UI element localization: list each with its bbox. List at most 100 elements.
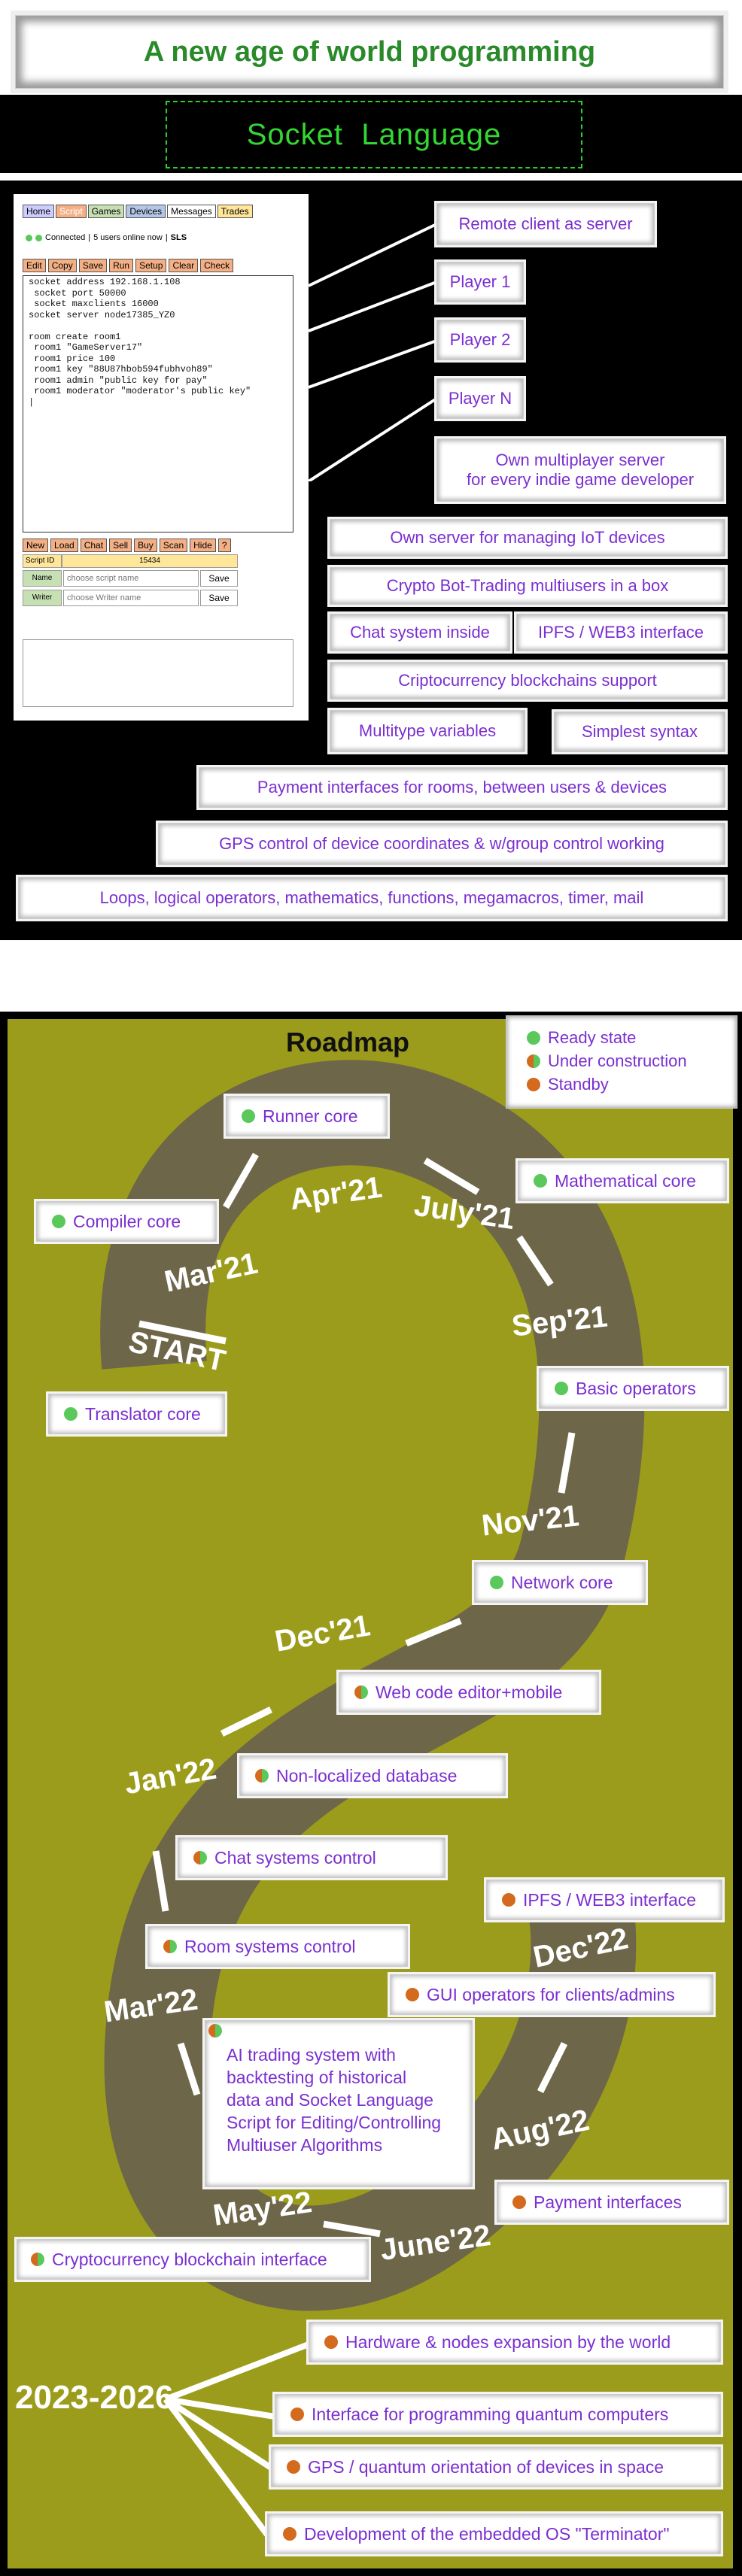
legend-standby: Standby	[527, 1075, 609, 1094]
standby-icon	[502, 1893, 515, 1907]
milestone-compiler-core: Compiler core	[36, 1201, 217, 1242]
feature-chat: Chat system inside	[330, 614, 510, 651]
standby-icon	[287, 2460, 300, 2474]
page-title: A new age of world programming	[143, 35, 596, 68]
chat-button[interactable]: Chat	[80, 539, 108, 552]
save-writer-button[interactable]: Save	[200, 590, 238, 606]
brand-label: SLS	[170, 233, 187, 242]
milestone-mathematical-core: Mathematical core	[518, 1161, 727, 1201]
feature-player-n: Player N	[436, 378, 524, 419]
milestone-gps-quantum: GPS / quantum orientation of devices in …	[271, 2447, 721, 2487]
ready-icon	[555, 1382, 568, 1395]
save-button[interactable]: Save	[78, 259, 108, 272]
connector-lines	[307, 223, 438, 481]
clear-button[interactable]: Clear	[169, 259, 199, 272]
save-name-button[interactable]: Save	[200, 570, 238, 587]
feature-own-server: Own multiplayer server for every indie g…	[436, 438, 724, 502]
under-construction-icon	[527, 1054, 540, 1068]
logo: Socket Language	[166, 101, 582, 168]
load-button[interactable]: Load	[50, 539, 78, 552]
script-code[interactable]: socket address 192.168.1.108 socket port…	[29, 277, 251, 408]
milestone-basic-operators: Basic operators	[539, 1368, 727, 1409]
tab-home[interactable]: Home	[23, 205, 55, 218]
name-row: Name Save	[23, 570, 238, 587]
run-button[interactable]: Run	[109, 259, 134, 272]
milestone-quantum-interface: Interface for programming quantum comput…	[275, 2394, 721, 2435]
tab-script[interactable]: Script	[56, 205, 87, 218]
feature-player-2: Player 2	[436, 320, 524, 360]
ready-icon	[490, 1576, 503, 1589]
tab-messages[interactable]: Messages	[167, 205, 216, 218]
edit-button[interactable]: Edit	[23, 259, 46, 272]
feature-blockchains: Criptocurrency blockchains support	[330, 662, 725, 699]
tab-devices[interactable]: Devices	[126, 205, 166, 218]
copy-button[interactable]: Copy	[47, 259, 77, 272]
scan-button[interactable]: Scan	[159, 539, 188, 552]
milestone-room-control: Room systems control	[147, 1926, 408, 1967]
legend-ready: Ready state	[527, 1028, 636, 1048]
users-online: 5 users online now	[93, 233, 163, 242]
logo-band	[0, 95, 742, 173]
milestone-payment-interfaces: Payment interfaces	[497, 2182, 727, 2223]
ready-icon	[64, 1407, 78, 1421]
writer-label: Writer	[23, 590, 62, 606]
logo-text: Socket Language	[246, 117, 502, 151]
date-2023-2026: 2023-2026	[15, 2379, 174, 2416]
ready-icon	[527, 1031, 540, 1045]
script-name-input[interactable]	[63, 570, 199, 587]
name-label: Name	[23, 570, 62, 587]
standby-icon	[324, 2335, 338, 2349]
help-button[interactable]: ?	[217, 539, 231, 552]
script-id-label: Script ID	[23, 554, 62, 568]
tab-trades[interactable]: Trades	[217, 205, 253, 218]
setup-button[interactable]: Setup	[135, 259, 167, 272]
milestone-ipfs-web3: IPFS / WEB3 interface	[486, 1880, 722, 1920]
under-construction-icon	[208, 2024, 222, 2037]
message-box[interactable]	[23, 639, 293, 707]
sell-button[interactable]: Sell	[109, 539, 132, 552]
under-construction-icon	[255, 1769, 269, 1783]
legend-under-construction: Under construction	[527, 1051, 687, 1071]
milestone-network-core: Network core	[474, 1562, 646, 1603]
buy-button[interactable]: Buy	[134, 539, 157, 552]
status-dot-icon	[35, 234, 42, 241]
standby-icon	[527, 1078, 540, 1091]
feature-gps: GPS control of device coordinates & w/gr…	[158, 823, 725, 865]
milestone-translator-core: Translator core	[48, 1394, 225, 1434]
under-construction-icon	[31, 2253, 44, 2266]
roadmap-legend	[506, 1015, 737, 1109]
milestone-crypto-interface: Cryptocurrency blockchain interface	[17, 2239, 369, 2280]
feature-player-1: Player 1	[436, 262, 524, 302]
feature-remote-client: Remote client as server	[436, 203, 655, 245]
feature-syntax: Simplest syntax	[554, 712, 725, 752]
feature-ipfs: IPFS / WEB3 interface	[516, 614, 725, 651]
standby-icon	[290, 2408, 304, 2421]
milestone-web-code-editor: Web code editor+mobile	[339, 1672, 599, 1713]
milestone-ai-trading: AI trading system with backtesting of hi…	[205, 2020, 473, 2187]
script-id-value: 15434	[62, 554, 238, 568]
milestone-database: Non-localized database	[239, 1755, 506, 1796]
milestone-embedded-os: Development of the embedded OS "Terminat…	[267, 2514, 721, 2554]
writer-name-input[interactable]	[63, 590, 199, 606]
under-construction-icon	[354, 1685, 368, 1699]
ready-icon	[52, 1215, 65, 1228]
new-button[interactable]: New	[23, 539, 49, 552]
script-editor[interactable]	[23, 275, 293, 532]
milestone-hardware-expansion: Hardware & nodes expansion by the world	[309, 2322, 721, 2362]
standby-icon	[283, 2527, 296, 2541]
feature-iot: Own server for managing IoT devices	[330, 519, 725, 557]
check-button[interactable]: Check	[200, 259, 234, 272]
ready-icon	[534, 1174, 547, 1188]
writer-row: Writer Save	[23, 590, 238, 606]
script-id-row: Script ID 15434	[23, 554, 238, 568]
editor-toolbar: Edit Copy Save Run Setup Clear Check	[23, 259, 234, 272]
under-construction-icon	[163, 1940, 177, 1953]
ready-icon	[242, 1109, 255, 1123]
tab-games[interactable]: Games	[87, 205, 125, 218]
feature-payment: Payment interfaces for rooms, between us…	[199, 767, 725, 808]
hide-button[interactable]: Hide	[190, 539, 216, 552]
script-actions: New Load Chat Sell Buy Scan Hide ?	[23, 539, 231, 552]
milestone-gui-operators: GUI operators for clients/admins	[390, 1974, 713, 2015]
feature-loops: Loops, logical operators, mathematics, f…	[18, 877, 725, 919]
connection-status: Connected | 5 users online now | SLS	[26, 233, 187, 242]
